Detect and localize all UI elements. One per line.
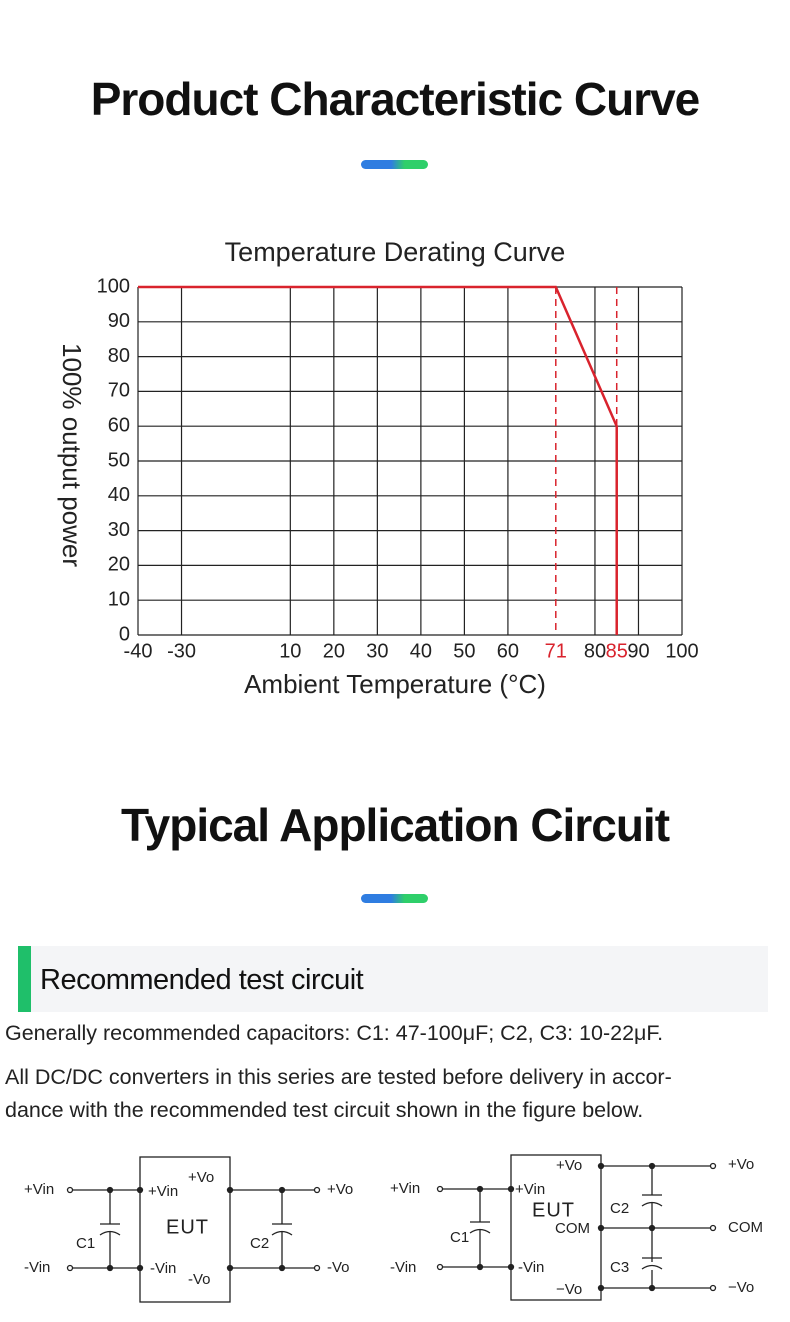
circuit-label: +Vo bbox=[728, 1156, 754, 1173]
chart-title: Temperature Derating Curve bbox=[225, 237, 566, 267]
y-tick-label: 40 bbox=[108, 484, 130, 506]
circuit-label: -Vin bbox=[390, 1259, 416, 1276]
circuit-label: C3 bbox=[610, 1259, 629, 1276]
y-tick-label: 30 bbox=[108, 519, 130, 541]
circuit-right bbox=[436, 1154, 717, 1301]
x-tick-label: 100 bbox=[665, 640, 698, 662]
y-tick-label: 70 bbox=[108, 380, 130, 402]
circuit-label: -Vo bbox=[327, 1259, 350, 1276]
x-axis-label: Ambient Temperature (°C) bbox=[244, 669, 546, 699]
paragraph: All DC/DC converters in this series are … bbox=[5, 1065, 672, 1089]
y-tick-label: 90 bbox=[108, 310, 130, 332]
y-tick-label: 60 bbox=[108, 414, 130, 436]
circuit-label: C2 bbox=[250, 1235, 269, 1252]
subtitle-box: Recommended test circuit bbox=[18, 946, 768, 1012]
x-tick-label: 90 bbox=[627, 640, 649, 662]
circuit-label: C2 bbox=[610, 1200, 629, 1217]
circuit-label: +Vin bbox=[390, 1180, 420, 1197]
x-tick-label: 20 bbox=[323, 640, 345, 662]
circuit-label: +Vo bbox=[556, 1157, 582, 1174]
accent-bar bbox=[361, 160, 428, 169]
circuit-label: -Vin bbox=[24, 1259, 50, 1276]
circuit-label: −Vo bbox=[728, 1279, 754, 1296]
y-tick-label: 20 bbox=[108, 554, 130, 576]
circuit-label: +Vo bbox=[327, 1181, 353, 1198]
circuit-label: +Vin bbox=[148, 1183, 178, 1200]
circuit-label: COM bbox=[728, 1219, 763, 1236]
x-tick-label: 50 bbox=[453, 640, 475, 662]
paragraph: Generally recommended capacitors: C1: 47… bbox=[5, 1021, 664, 1045]
chart: Temperature Derating Curve Ambient Tempe… bbox=[57, 237, 699, 699]
circuit-label: COM bbox=[555, 1220, 590, 1237]
circuit-label: -Vin bbox=[150, 1260, 176, 1277]
circuit-label: C1 bbox=[450, 1229, 469, 1246]
circuit-label: -Vo bbox=[188, 1271, 211, 1288]
data-line bbox=[138, 285, 618, 635]
y-axis-label: 100% output power bbox=[57, 343, 87, 567]
subtitle: Recommended test circuit bbox=[40, 964, 364, 996]
circuit-left bbox=[66, 1156, 321, 1303]
x-tick-label: 40 bbox=[410, 640, 432, 662]
circuit-label: +Vin bbox=[24, 1181, 54, 1198]
paragraph: dance with the recommended test circuit … bbox=[5, 1098, 644, 1122]
x-tick-label: 80 bbox=[584, 640, 606, 662]
x-tick-label: 71 bbox=[545, 640, 567, 662]
x-tick-label: 30 bbox=[366, 640, 388, 662]
x-tick-label: 85 bbox=[606, 640, 628, 662]
accent-bar bbox=[361, 894, 428, 903]
x-tick-label: -30 bbox=[167, 640, 196, 662]
x-tick-label: 60 bbox=[497, 640, 519, 662]
y-tick-label: 0 bbox=[119, 623, 130, 645]
circuit-label: EUT bbox=[532, 1199, 575, 1221]
circuit-label: EUT bbox=[166, 1216, 209, 1238]
y-tick-label: 50 bbox=[108, 449, 130, 471]
y-tick-label: 80 bbox=[108, 345, 130, 367]
circuit-label: +Vin bbox=[515, 1181, 545, 1198]
x-tick-label: 10 bbox=[279, 640, 301, 662]
circuit-label: C1 bbox=[76, 1235, 95, 1252]
section-title: Typical Application Circuit bbox=[120, 799, 670, 851]
y-tick-label: 10 bbox=[108, 588, 130, 610]
y-tick-label: 100 bbox=[97, 275, 130, 297]
circuit-label: +Vo bbox=[188, 1169, 214, 1186]
subtitle-accent bbox=[18, 946, 31, 1012]
circuit-label: -Vin bbox=[518, 1259, 544, 1276]
circuits: +Vin -Vin C1 +Vin +Vo EUT -Vin -Vo C2 +Vo -Vo +Vin -… bbox=[24, 1154, 763, 1303]
page-title: Product Characteristic Curve bbox=[90, 73, 701, 125]
x-tick-label: -40 bbox=[124, 640, 153, 662]
circuit-label: −Vo bbox=[556, 1281, 582, 1298]
